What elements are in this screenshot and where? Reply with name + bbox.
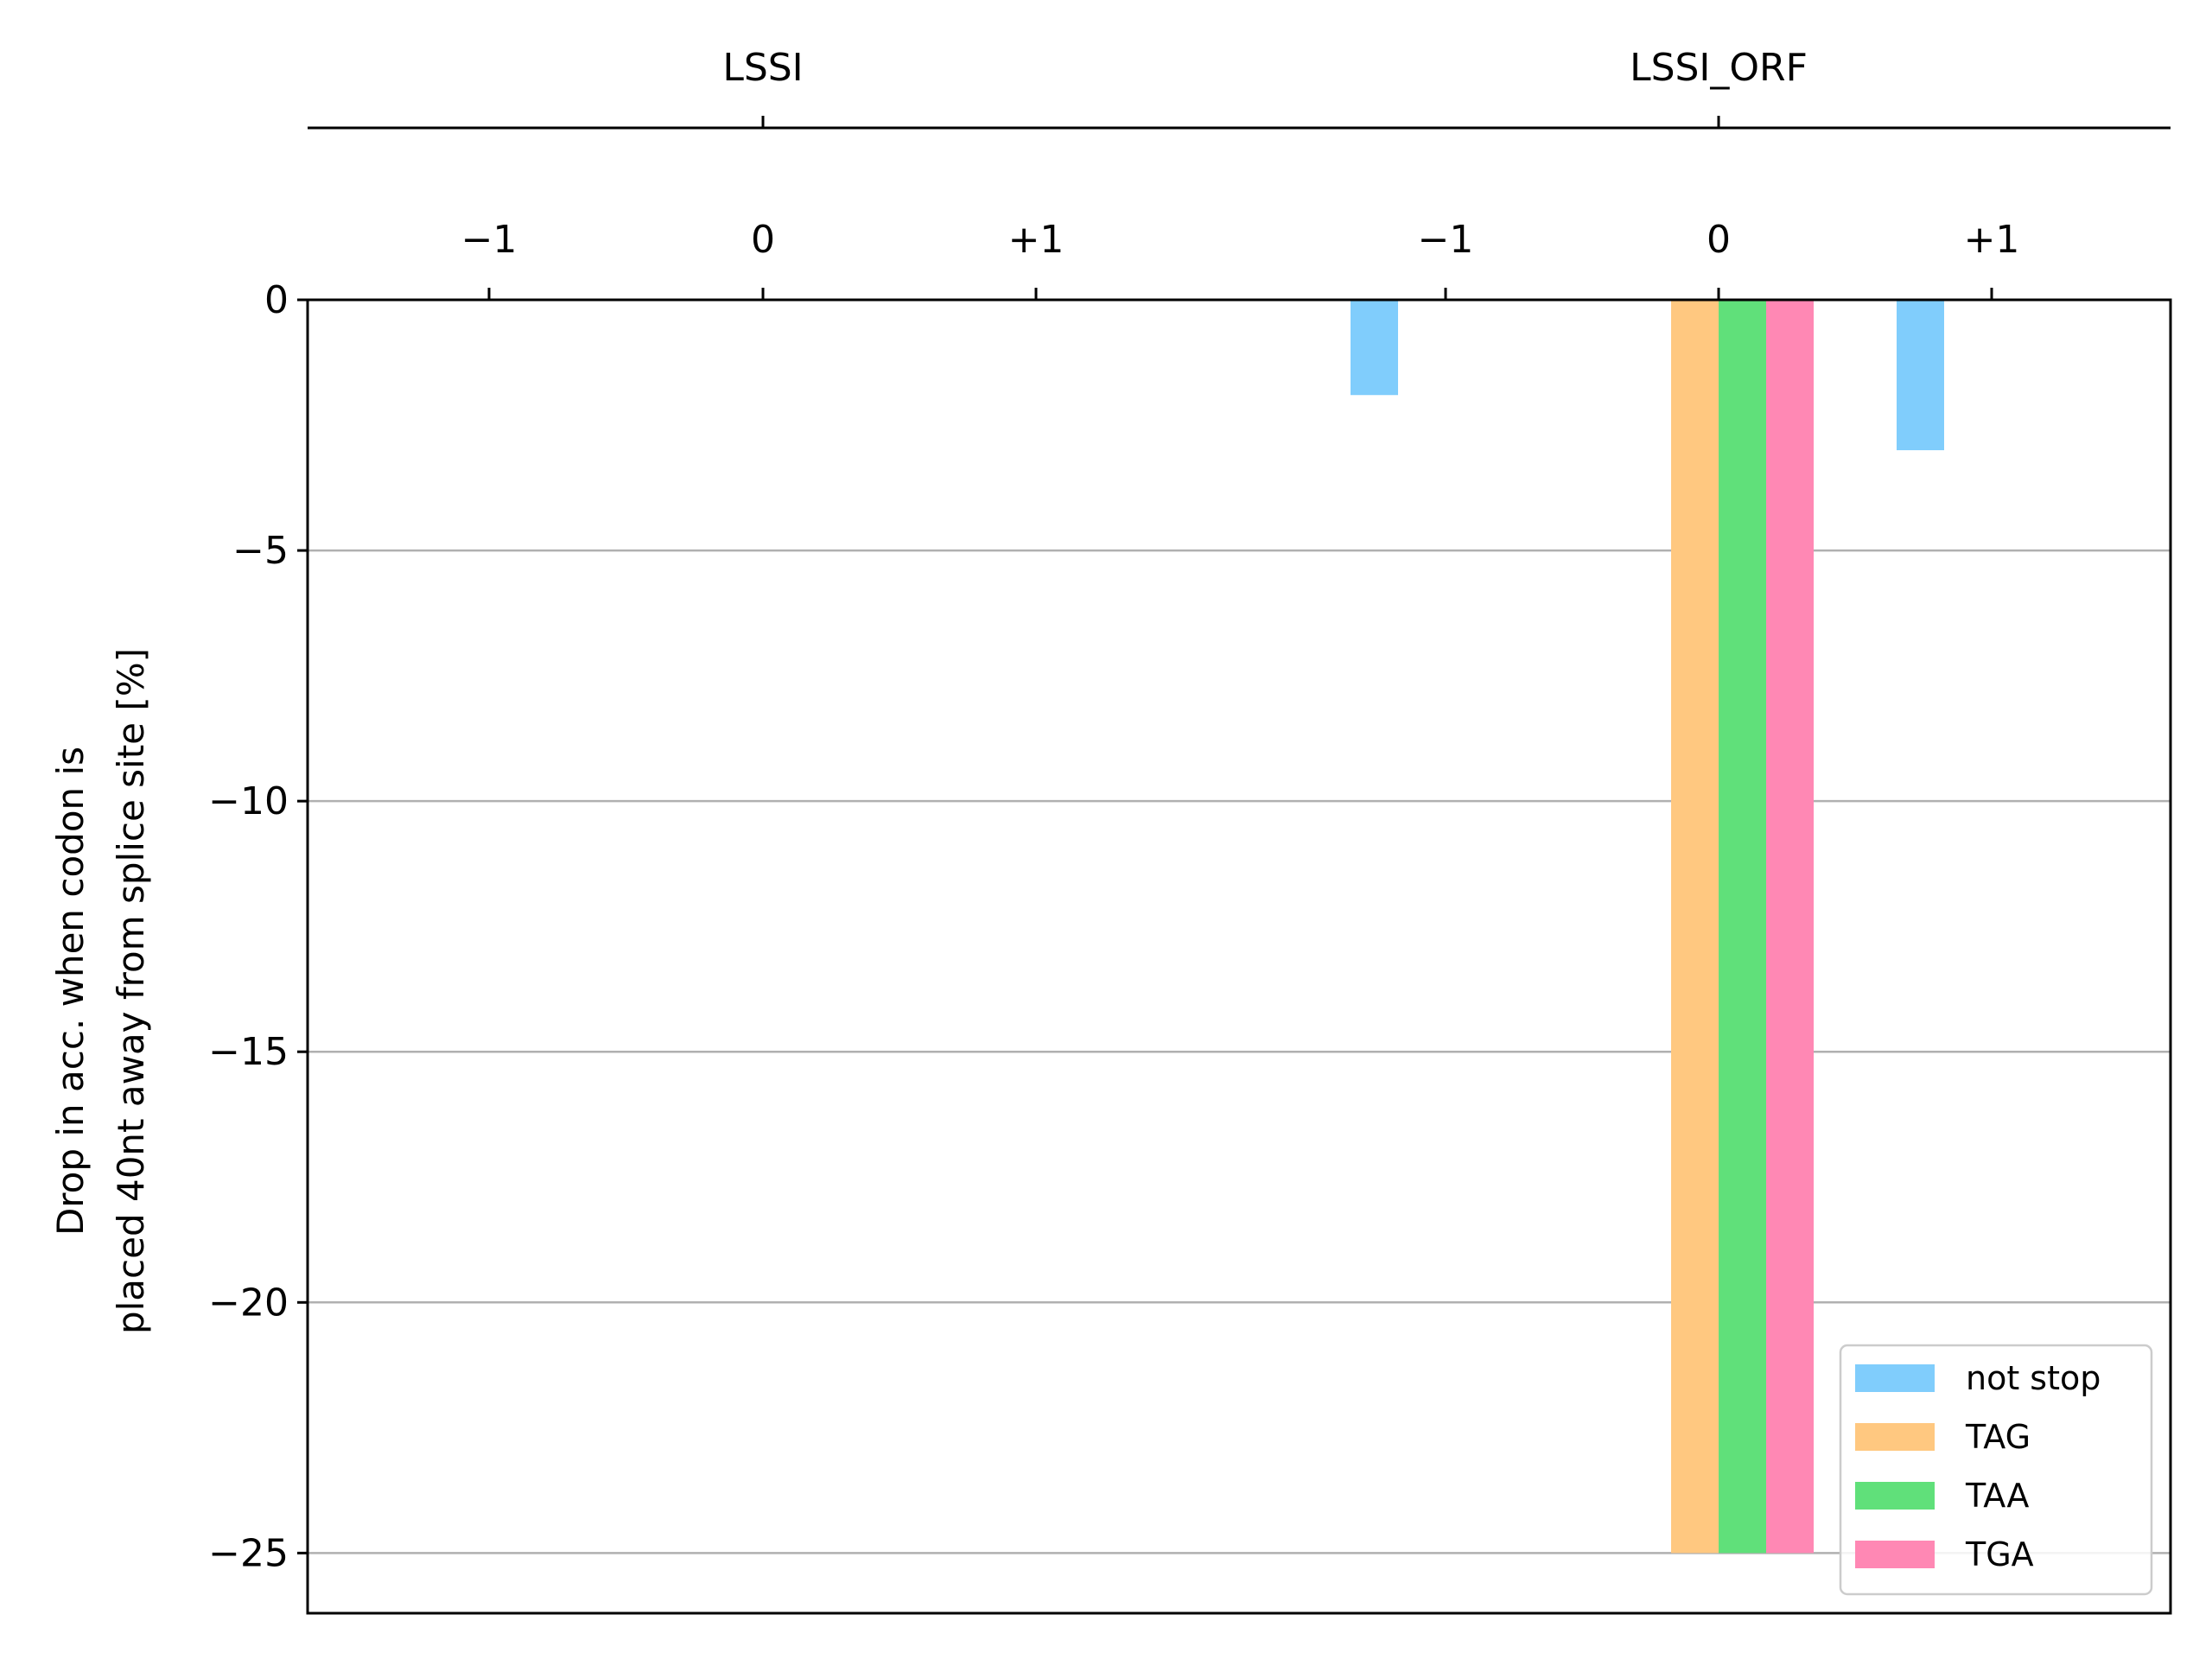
x-tick-label: +1 [1964,218,2020,262]
x-tick-label: −1 [1418,218,1474,262]
y-tick-label: −5 [232,529,289,573]
y-tick-label: −20 [208,1281,289,1325]
legend-label: not stop [1966,1359,2101,1397]
legend-swatch [1855,1364,1935,1392]
legend-swatch [1855,1482,1935,1510]
legend-box [1839,1344,2153,1596]
x-tick-label: 0 [751,218,775,262]
x-tick-label: +1 [1008,218,1065,262]
y-axis-title-line: Drop in acc. when codon is [49,747,92,1236]
plot-frame [306,298,2172,1615]
group-label: LSSI_ORF [1630,46,1808,90]
y-tick-label: −15 [208,1030,289,1074]
legend-swatch [1855,1541,1935,1568]
group-label: LSSI [722,46,803,90]
legend-swatch [1855,1423,1935,1451]
bar-not-stop [1897,300,1944,451]
grid-layer [308,549,2171,1554]
y-axis-title: Drop in acc. when codon is placed 40nt aw… [49,648,152,1334]
y-tick-label: −10 [208,779,289,823]
bar-tga [1766,300,1814,1554]
x-tick-label: 0 [1707,218,1731,262]
y-axis-title-line: placed 40nt away from splice site [%] [110,648,152,1334]
bars-layer [1351,300,1944,1554]
y-tick-label: 0 [264,278,289,322]
bar-tag [1671,300,1719,1554]
x-tick-label: −1 [461,218,518,262]
legend: not stop TAG TAA TGA [1839,1344,2153,1596]
legend-label: TGA [1965,1535,2034,1573]
bar-taa [1719,300,1766,1554]
legend-label: TAG [1965,1418,2031,1456]
y-tick-label: −25 [208,1531,289,1575]
y-axis-label: Drop in acc. when codon is placed 40nt aw… [49,648,152,1334]
legend-label: TAA [1965,1477,2029,1515]
bar-not-stop [1351,300,1398,396]
